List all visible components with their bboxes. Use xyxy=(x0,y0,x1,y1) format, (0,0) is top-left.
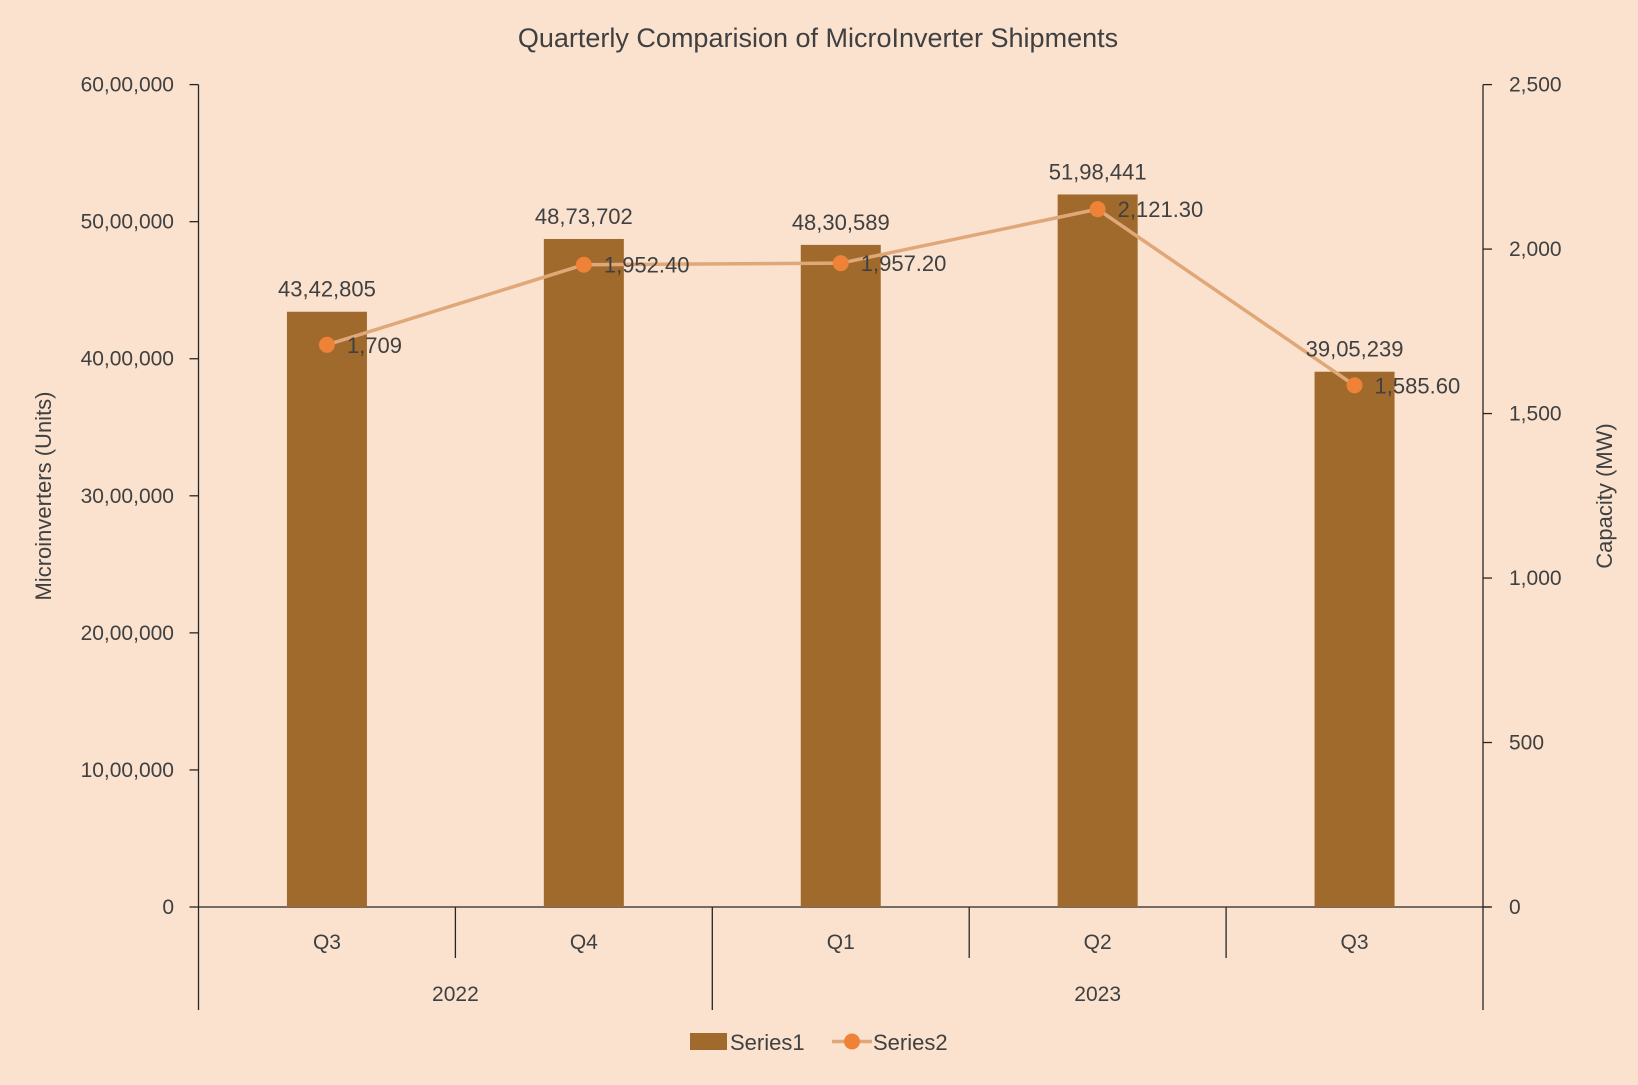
y-right-tick-label: 0 xyxy=(1509,896,1521,919)
y-left-tick-label: 30,00,000 xyxy=(81,485,174,508)
line-data-label: 1,957.20 xyxy=(861,251,947,276)
legend-swatch-series2-marker xyxy=(844,1033,860,1050)
legend-label-series1: Series1 xyxy=(730,1030,805,1055)
bar xyxy=(286,311,367,907)
y-left-tick-label: 20,00,000 xyxy=(81,622,174,645)
bar-data-label: 48,73,702 xyxy=(535,204,633,229)
series2-marker xyxy=(832,255,849,272)
bar xyxy=(1314,371,1395,907)
y-right-tick-label: 500 xyxy=(1509,732,1544,755)
y-right-tick-label: 1,500 xyxy=(1509,403,1562,426)
line-data-label: 1,709 xyxy=(347,333,402,358)
x-tick-label: Q1 xyxy=(827,931,855,954)
series2-marker xyxy=(1089,201,1106,218)
bar xyxy=(543,238,624,907)
y-left-tick-label: 10,00,000 xyxy=(81,759,174,782)
x-tick-label: Q3 xyxy=(1341,931,1369,954)
y-left-axis-label: Microinverters (Units) xyxy=(31,391,56,600)
y-left-tick-label: 0 xyxy=(162,896,174,919)
legend-label-series2: Series2 xyxy=(873,1030,948,1055)
x-group-label: 2022 xyxy=(432,983,479,1006)
y-right-axis-label: Capacity (MW) xyxy=(1592,423,1617,568)
y-left-tick-label: 50,00,000 xyxy=(81,211,174,234)
bar-data-label: 43,42,805 xyxy=(278,277,376,302)
bar xyxy=(1057,194,1138,907)
bar-data-label: 51,98,441 xyxy=(1049,159,1147,184)
x-group-label: 2023 xyxy=(1074,983,1121,1006)
y-right-tick-label: 2,000 xyxy=(1509,238,1562,261)
y-left-tick-label: 40,00,000 xyxy=(81,348,174,371)
series2-marker xyxy=(575,256,592,273)
x-tick-label: Q2 xyxy=(1084,931,1112,954)
line-data-label: 2,121.30 xyxy=(1118,197,1204,222)
line-data-label: 1,952.40 xyxy=(604,253,690,278)
series2-marker xyxy=(1346,377,1363,394)
series2-marker xyxy=(318,336,335,353)
y-right-tick-label: 1,000 xyxy=(1509,567,1562,590)
legend: Series1 Series2 xyxy=(690,1030,948,1055)
bar xyxy=(800,244,881,907)
line-data-label: 1,585.60 xyxy=(1375,373,1461,398)
bar-data-label: 48,30,589 xyxy=(792,210,890,235)
y-right-tick-label: 2,500 xyxy=(1509,74,1562,97)
x-tick-label: Q3 xyxy=(313,931,341,954)
x-tick-label: Q4 xyxy=(570,931,598,954)
chart-title: Quarterly Comparision of MicroInverter S… xyxy=(518,23,1118,53)
y-left-tick-label: 60,00,000 xyxy=(81,74,174,97)
legend-swatch-series1 xyxy=(690,1033,727,1050)
bar-data-label: 39,05,239 xyxy=(1306,337,1404,362)
